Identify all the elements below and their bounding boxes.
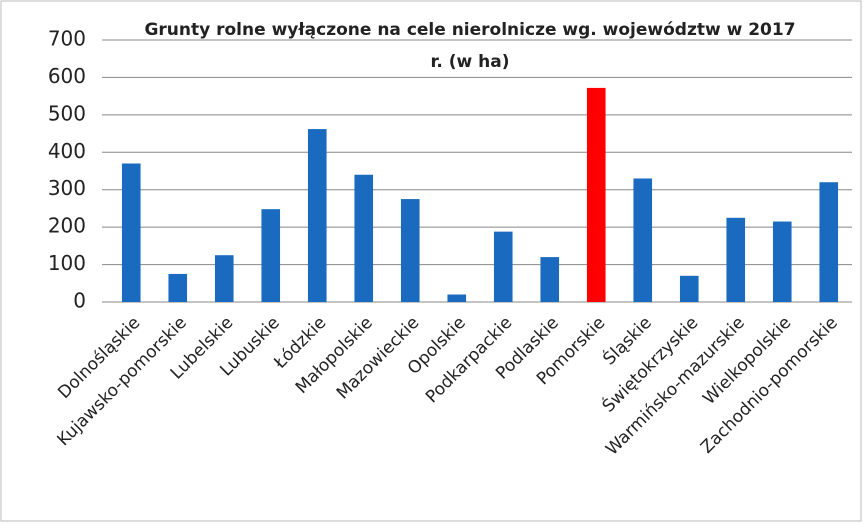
bar xyxy=(261,209,281,302)
y-tick-label: 200 xyxy=(48,214,86,238)
bar xyxy=(819,182,839,302)
bar xyxy=(540,257,560,302)
y-tick-label: 300 xyxy=(48,176,86,200)
bar xyxy=(447,294,467,302)
bar xyxy=(121,163,141,302)
bar xyxy=(214,255,234,302)
bar xyxy=(633,178,653,302)
y-tick-label: 600 xyxy=(48,64,86,88)
bar xyxy=(772,221,792,302)
bar xyxy=(586,87,606,302)
y-tick-label: 500 xyxy=(48,101,86,125)
y-tick-label: 700 xyxy=(48,27,86,51)
bar xyxy=(679,275,699,302)
bar xyxy=(400,199,420,302)
chart-title: Grunty rolne wyłączone na cele nierolnic… xyxy=(144,20,796,72)
bar xyxy=(307,129,327,302)
y-tick-label: 100 xyxy=(48,251,86,275)
bar xyxy=(354,174,374,302)
y-tick-label: 400 xyxy=(48,139,86,163)
bar xyxy=(168,273,188,302)
bar xyxy=(726,217,746,302)
bar xyxy=(493,231,513,302)
y-tick-label: 0 xyxy=(73,289,86,313)
